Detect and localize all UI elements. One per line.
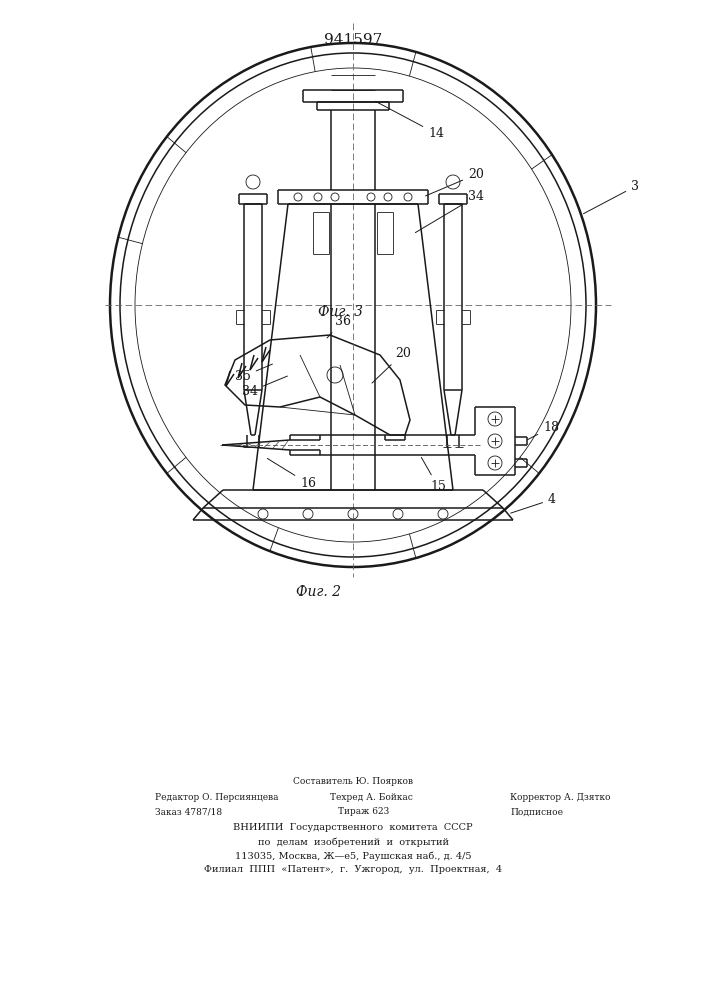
Text: 14: 14 <box>375 101 444 140</box>
Text: Техред А. Бойкас: Техред А. Бойкас <box>330 794 413 802</box>
Text: 34: 34 <box>416 190 484 233</box>
Text: Филиал  ППП  «Патент»,  г.  Ужгород,  ул.  Проектная,  4: Филиал ППП «Патент», г. Ужгород, ул. Про… <box>204 865 502 874</box>
Text: Заказ 4787/18: Заказ 4787/18 <box>155 808 222 816</box>
Text: 16: 16 <box>267 458 316 490</box>
Text: 941597: 941597 <box>324 33 382 47</box>
Text: Составитель Ю. Поярков: Составитель Ю. Поярков <box>293 778 413 786</box>
Text: 3: 3 <box>583 180 639 214</box>
Text: Редактор О. Персиянцева: Редактор О. Персиянцева <box>155 794 279 802</box>
Text: 20: 20 <box>426 168 484 196</box>
Text: ВНИИПИ  Государственного  комитета  СССР: ВНИИПИ Государственного комитета СССР <box>233 824 473 832</box>
Text: 18: 18 <box>527 421 559 440</box>
Text: Корректор А. Дзятко: Корректор А. Дзятко <box>510 794 611 802</box>
Text: 34: 34 <box>242 376 288 398</box>
Text: по  делам  изобретений  и  открытий: по делам изобретений и открытий <box>257 837 448 847</box>
Text: 36: 36 <box>327 315 351 338</box>
Text: 20: 20 <box>372 347 411 383</box>
Text: 15: 15 <box>421 457 446 493</box>
Text: 4: 4 <box>510 493 556 513</box>
Text: Подписное: Подписное <box>510 808 563 816</box>
Text: 35: 35 <box>235 364 272 383</box>
Text: Фиг. 2: Фиг. 2 <box>296 585 341 599</box>
Text: 113035, Москва, Ж—е5, Раушская наб., д. 4/5: 113035, Москва, Ж—е5, Раушская наб., д. … <box>235 851 472 861</box>
Text: Фиг. 3: Фиг. 3 <box>317 305 363 319</box>
Text: Тираж 623: Тираж 623 <box>338 808 390 816</box>
